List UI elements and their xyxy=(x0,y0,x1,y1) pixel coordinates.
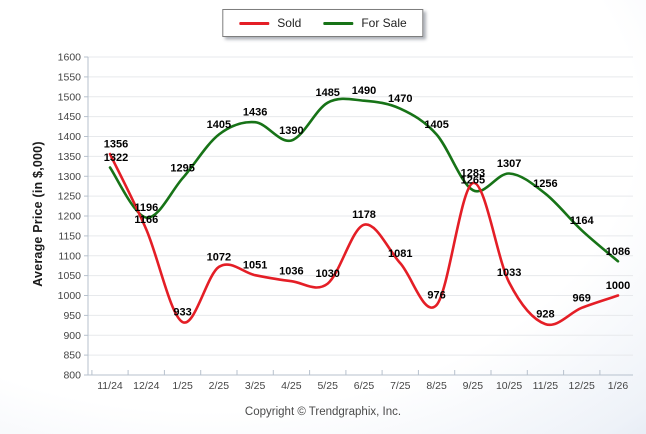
x-tick-label: 1/25 xyxy=(172,380,193,392)
y-tick-label: 1450 xyxy=(58,111,82,123)
y-tick-label: 900 xyxy=(63,330,81,342)
series-line-for-sale xyxy=(108,97,620,263)
x-tick-label: 11/24 xyxy=(97,380,123,392)
point-label: 969 xyxy=(573,292,591,304)
point-label: 933 xyxy=(173,307,191,319)
y-tick-label: 800 xyxy=(63,370,81,382)
point-label: 1256 xyxy=(533,178,557,190)
point-label: 1307 xyxy=(497,158,521,170)
legend-item-for-sale: For Sale xyxy=(323,16,407,30)
copyright-text: Copyright © Trendgraphix, Inc. xyxy=(244,406,402,418)
point-label: 976 xyxy=(427,290,445,302)
point-label: 1030 xyxy=(315,268,339,280)
x-tick-label: 9/25 xyxy=(463,380,484,392)
y-tick-label: 1350 xyxy=(58,151,82,163)
y-tick-label: 1550 xyxy=(58,71,82,83)
legend-label: Sold xyxy=(277,16,302,30)
point-label: 1485 xyxy=(315,87,339,99)
legend-line-swatch xyxy=(323,21,354,25)
x-tick-label: 8/25 xyxy=(426,380,447,392)
x-tick-label: 5/25 xyxy=(317,380,338,392)
point-label: 1322 xyxy=(104,152,128,164)
y-tick-label: 1200 xyxy=(58,211,82,223)
point-label: 1405 xyxy=(424,119,448,131)
point-label: 1086 xyxy=(606,246,630,258)
y-tick-label: 1150 xyxy=(58,230,81,242)
point-label: 1295 xyxy=(170,163,194,175)
y-tick-label: 1250 xyxy=(58,191,82,203)
y-tick-label: 950 xyxy=(63,310,81,322)
point-label: 1265 xyxy=(461,175,485,187)
point-label: 1356 xyxy=(104,139,128,151)
y-grid-and-ticks: 800 850 900 950 1000 1050 1100 1150 1200 1250 1300… xyxy=(58,52,633,382)
chart-legend: Sold For Sale xyxy=(222,9,424,37)
point-label: 1036 xyxy=(279,266,303,278)
x-tick-label: 4/25 xyxy=(281,380,302,392)
point-label: 1490 xyxy=(352,85,376,97)
point-label: 1051 xyxy=(243,260,267,272)
point-label: 1164 xyxy=(570,215,595,227)
y-axis-title: Average Price (in $,000) xyxy=(31,141,45,287)
x-axis-ticks-labels: 11/24 12/24 1/25 2/25 3/25 4/25 5/25 6/25 7/25 8/… xyxy=(91,370,629,392)
y-tick-label: 1600 xyxy=(58,52,82,64)
point-label: 1405 xyxy=(207,119,231,131)
x-tick-label: 3/25 xyxy=(245,380,266,392)
point-labels-for-sale: 1322 1196 1295 1405 1436 1390 1485 1490 1470 1405… xyxy=(104,85,630,258)
point-label: 1166 xyxy=(134,214,158,226)
series-line-sold xyxy=(108,152,620,327)
x-tick-label: 12/24 xyxy=(133,380,159,392)
x-tick-label: 11/25 xyxy=(533,380,559,392)
legend-line-swatch xyxy=(239,21,270,25)
y-tick-label: 1400 xyxy=(58,131,82,143)
point-label: 1283 xyxy=(461,168,485,180)
y-tick-label: 1000 xyxy=(58,290,82,302)
x-tick-label: 1/26 xyxy=(608,380,629,392)
point-label: 1196 xyxy=(134,202,158,214)
x-tick-label: 7/25 xyxy=(390,380,411,392)
x-tick-label: 10/25 xyxy=(496,380,522,392)
point-label: 928 xyxy=(536,309,554,321)
x-tick-label: 6/25 xyxy=(354,380,375,392)
point-labels-sold: 1356 1166 933 1072 1051 1036 1030 1178 1081 976 12… xyxy=(104,139,630,321)
y-tick-label: 1050 xyxy=(58,270,82,282)
y-tick-label: 1300 xyxy=(58,171,82,183)
point-label: 1436 xyxy=(243,107,267,119)
y-tick-label: 850 xyxy=(63,350,81,362)
point-label: 1000 xyxy=(606,280,630,292)
point-label: 1072 xyxy=(207,251,231,263)
y-tick-label: 1500 xyxy=(58,91,82,103)
x-tick-label: 12/25 xyxy=(569,380,595,392)
point-label: 1178 xyxy=(352,209,376,221)
point-label: 1081 xyxy=(388,248,412,260)
point-label: 1390 xyxy=(279,125,303,137)
point-label: 1470 xyxy=(388,93,412,105)
point-label: 1033 xyxy=(497,267,521,279)
y-tick-label: 1100 xyxy=(58,250,81,262)
legend-item-sold: Sold xyxy=(239,16,301,30)
legend-label: For Sale xyxy=(361,16,407,30)
x-tick-label: 2/25 xyxy=(209,380,230,392)
